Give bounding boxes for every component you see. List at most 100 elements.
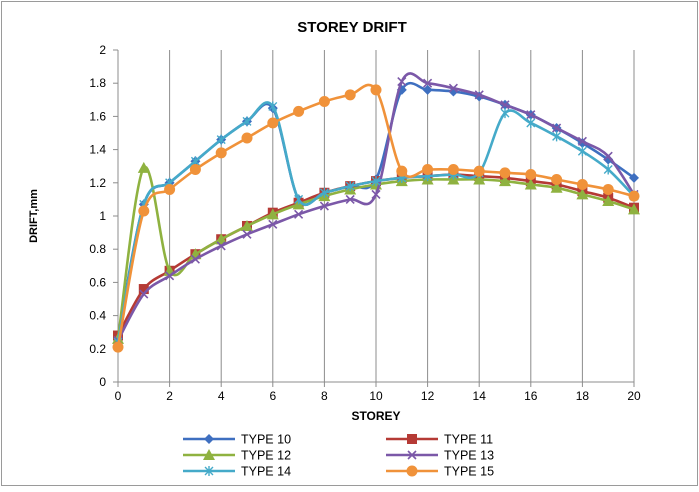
y-tick-label: 0.8 xyxy=(89,242,106,256)
data-point-type-13 xyxy=(397,76,407,87)
legend-label-type-15: TYPE 15 xyxy=(444,465,494,479)
data-point-type-12 xyxy=(266,208,279,220)
data-point-type-10 xyxy=(422,84,433,95)
legend-marker-type-10 xyxy=(204,434,214,444)
x-axis-label: STOREY xyxy=(351,409,400,423)
legend-entry-type-13: TYPE 13 xyxy=(386,449,494,463)
data-point-type-15 xyxy=(551,173,563,185)
y-tick-label: 0.2 xyxy=(89,342,106,356)
x-tick-label: 16 xyxy=(524,389,538,403)
data-point-type-14 xyxy=(526,118,536,129)
data-point-type-13 xyxy=(526,110,536,120)
data-point-type-14 xyxy=(552,131,562,142)
y-tick-label: 2 xyxy=(99,43,106,57)
legend-marker-type-15 xyxy=(406,465,418,477)
data-point-type-12 xyxy=(550,181,563,193)
data-point-type-15 xyxy=(628,190,640,202)
legend-marker-type-13 xyxy=(407,450,417,460)
legend-label-type-11: TYPE 11 xyxy=(444,433,493,447)
chart-title: STOREY DRIFT xyxy=(297,19,406,36)
legend-marker-type-12 xyxy=(203,449,215,460)
data-point-type-14 xyxy=(242,116,252,127)
x-tick-label: 6 xyxy=(269,389,276,403)
x-tick-label: 0 xyxy=(115,389,122,403)
data-point-type-12 xyxy=(241,219,253,231)
legend-entry-type-10: TYPE 10 xyxy=(183,433,291,447)
data-point-type-12 xyxy=(137,161,150,173)
axes xyxy=(113,49,635,387)
y-tick-label: 0 xyxy=(99,375,106,389)
data-point-type-15 xyxy=(138,205,150,217)
data-point-type-15 xyxy=(241,132,253,144)
data-point-type-13 xyxy=(577,136,587,146)
data-point-type-14 xyxy=(345,181,355,192)
data-point-type-15 xyxy=(164,183,176,195)
x-tick-label: 8 xyxy=(321,389,328,403)
data-point-type-15 xyxy=(293,105,305,117)
y-axis-label: DRIFT,mm xyxy=(28,189,40,243)
data-point-type-12 xyxy=(215,233,228,245)
data-point-type-15 xyxy=(473,165,485,177)
data-point-type-12 xyxy=(524,178,537,190)
data-point-type-14 xyxy=(268,101,278,112)
series-line-type-13 xyxy=(116,72,636,342)
data-point-type-12 xyxy=(628,203,640,215)
series-lines xyxy=(112,72,640,353)
series-type-13 xyxy=(113,72,639,346)
data-point-type-10 xyxy=(629,172,639,183)
series-line-type-12 xyxy=(116,165,635,339)
y-tick-label: 1 xyxy=(99,209,106,223)
data-point-type-13 xyxy=(294,209,304,219)
x-tick-label: 2 xyxy=(166,389,173,403)
legend-label-type-14: TYPE 14 xyxy=(241,465,291,479)
x-tick-label: 4 xyxy=(218,389,225,403)
data-point-type-13 xyxy=(268,219,278,229)
data-point-type-15 xyxy=(189,164,201,176)
y-tick-label: 1.6 xyxy=(89,109,106,123)
data-point-type-14 xyxy=(319,187,329,198)
series-type-15 xyxy=(112,83,640,353)
data-point-type-15 xyxy=(576,178,588,190)
data-point-type-13 xyxy=(474,90,484,100)
data-point-type-14 xyxy=(371,176,381,187)
data-point-type-13 xyxy=(552,123,562,133)
data-point-type-14 xyxy=(216,134,226,145)
legend-marker-type-11 xyxy=(407,434,417,444)
legend-entry-type-11: TYPE 11 xyxy=(386,433,493,447)
x-tick-label: 18 xyxy=(576,389,590,403)
data-point-type-12 xyxy=(602,195,615,207)
data-point-type-13 xyxy=(603,151,613,161)
y-tick-label: 0.6 xyxy=(89,275,106,289)
data-point-type-13 xyxy=(139,289,149,299)
data-point-type-15 xyxy=(267,117,279,129)
legend-entry-type-14: TYPE 14 xyxy=(183,465,291,479)
data-point-type-15 xyxy=(318,95,330,107)
data-point-type-15 xyxy=(602,183,614,195)
data-point-type-15 xyxy=(499,167,511,179)
grid-lines xyxy=(169,50,635,382)
data-point-type-13 xyxy=(242,229,252,239)
data-point-type-13 xyxy=(500,100,510,110)
data-point-type-15 xyxy=(370,84,382,96)
data-point-type-13 xyxy=(423,78,433,88)
data-point-type-11 xyxy=(138,284,149,295)
data-point-type-13 xyxy=(190,254,200,264)
data-point-type-14 xyxy=(603,164,613,175)
data-point-type-13 xyxy=(448,83,458,93)
y-tick-label: 0.4 xyxy=(89,309,106,323)
data-point-type-14 xyxy=(294,194,304,205)
data-point-type-15 xyxy=(215,147,227,159)
data-point-type-15 xyxy=(447,164,459,176)
x-tick-label: 20 xyxy=(627,389,641,403)
data-point-type-13 xyxy=(216,241,226,251)
data-point-type-13 xyxy=(371,189,381,199)
x-tick-label: 10 xyxy=(369,389,383,403)
data-point-type-15 xyxy=(344,89,356,101)
data-point-type-15 xyxy=(112,341,124,353)
data-point-type-15 xyxy=(525,169,537,180)
x-tick-label: 12 xyxy=(421,389,435,403)
data-point-type-15 xyxy=(422,164,434,176)
data-point-type-13 xyxy=(345,194,355,204)
